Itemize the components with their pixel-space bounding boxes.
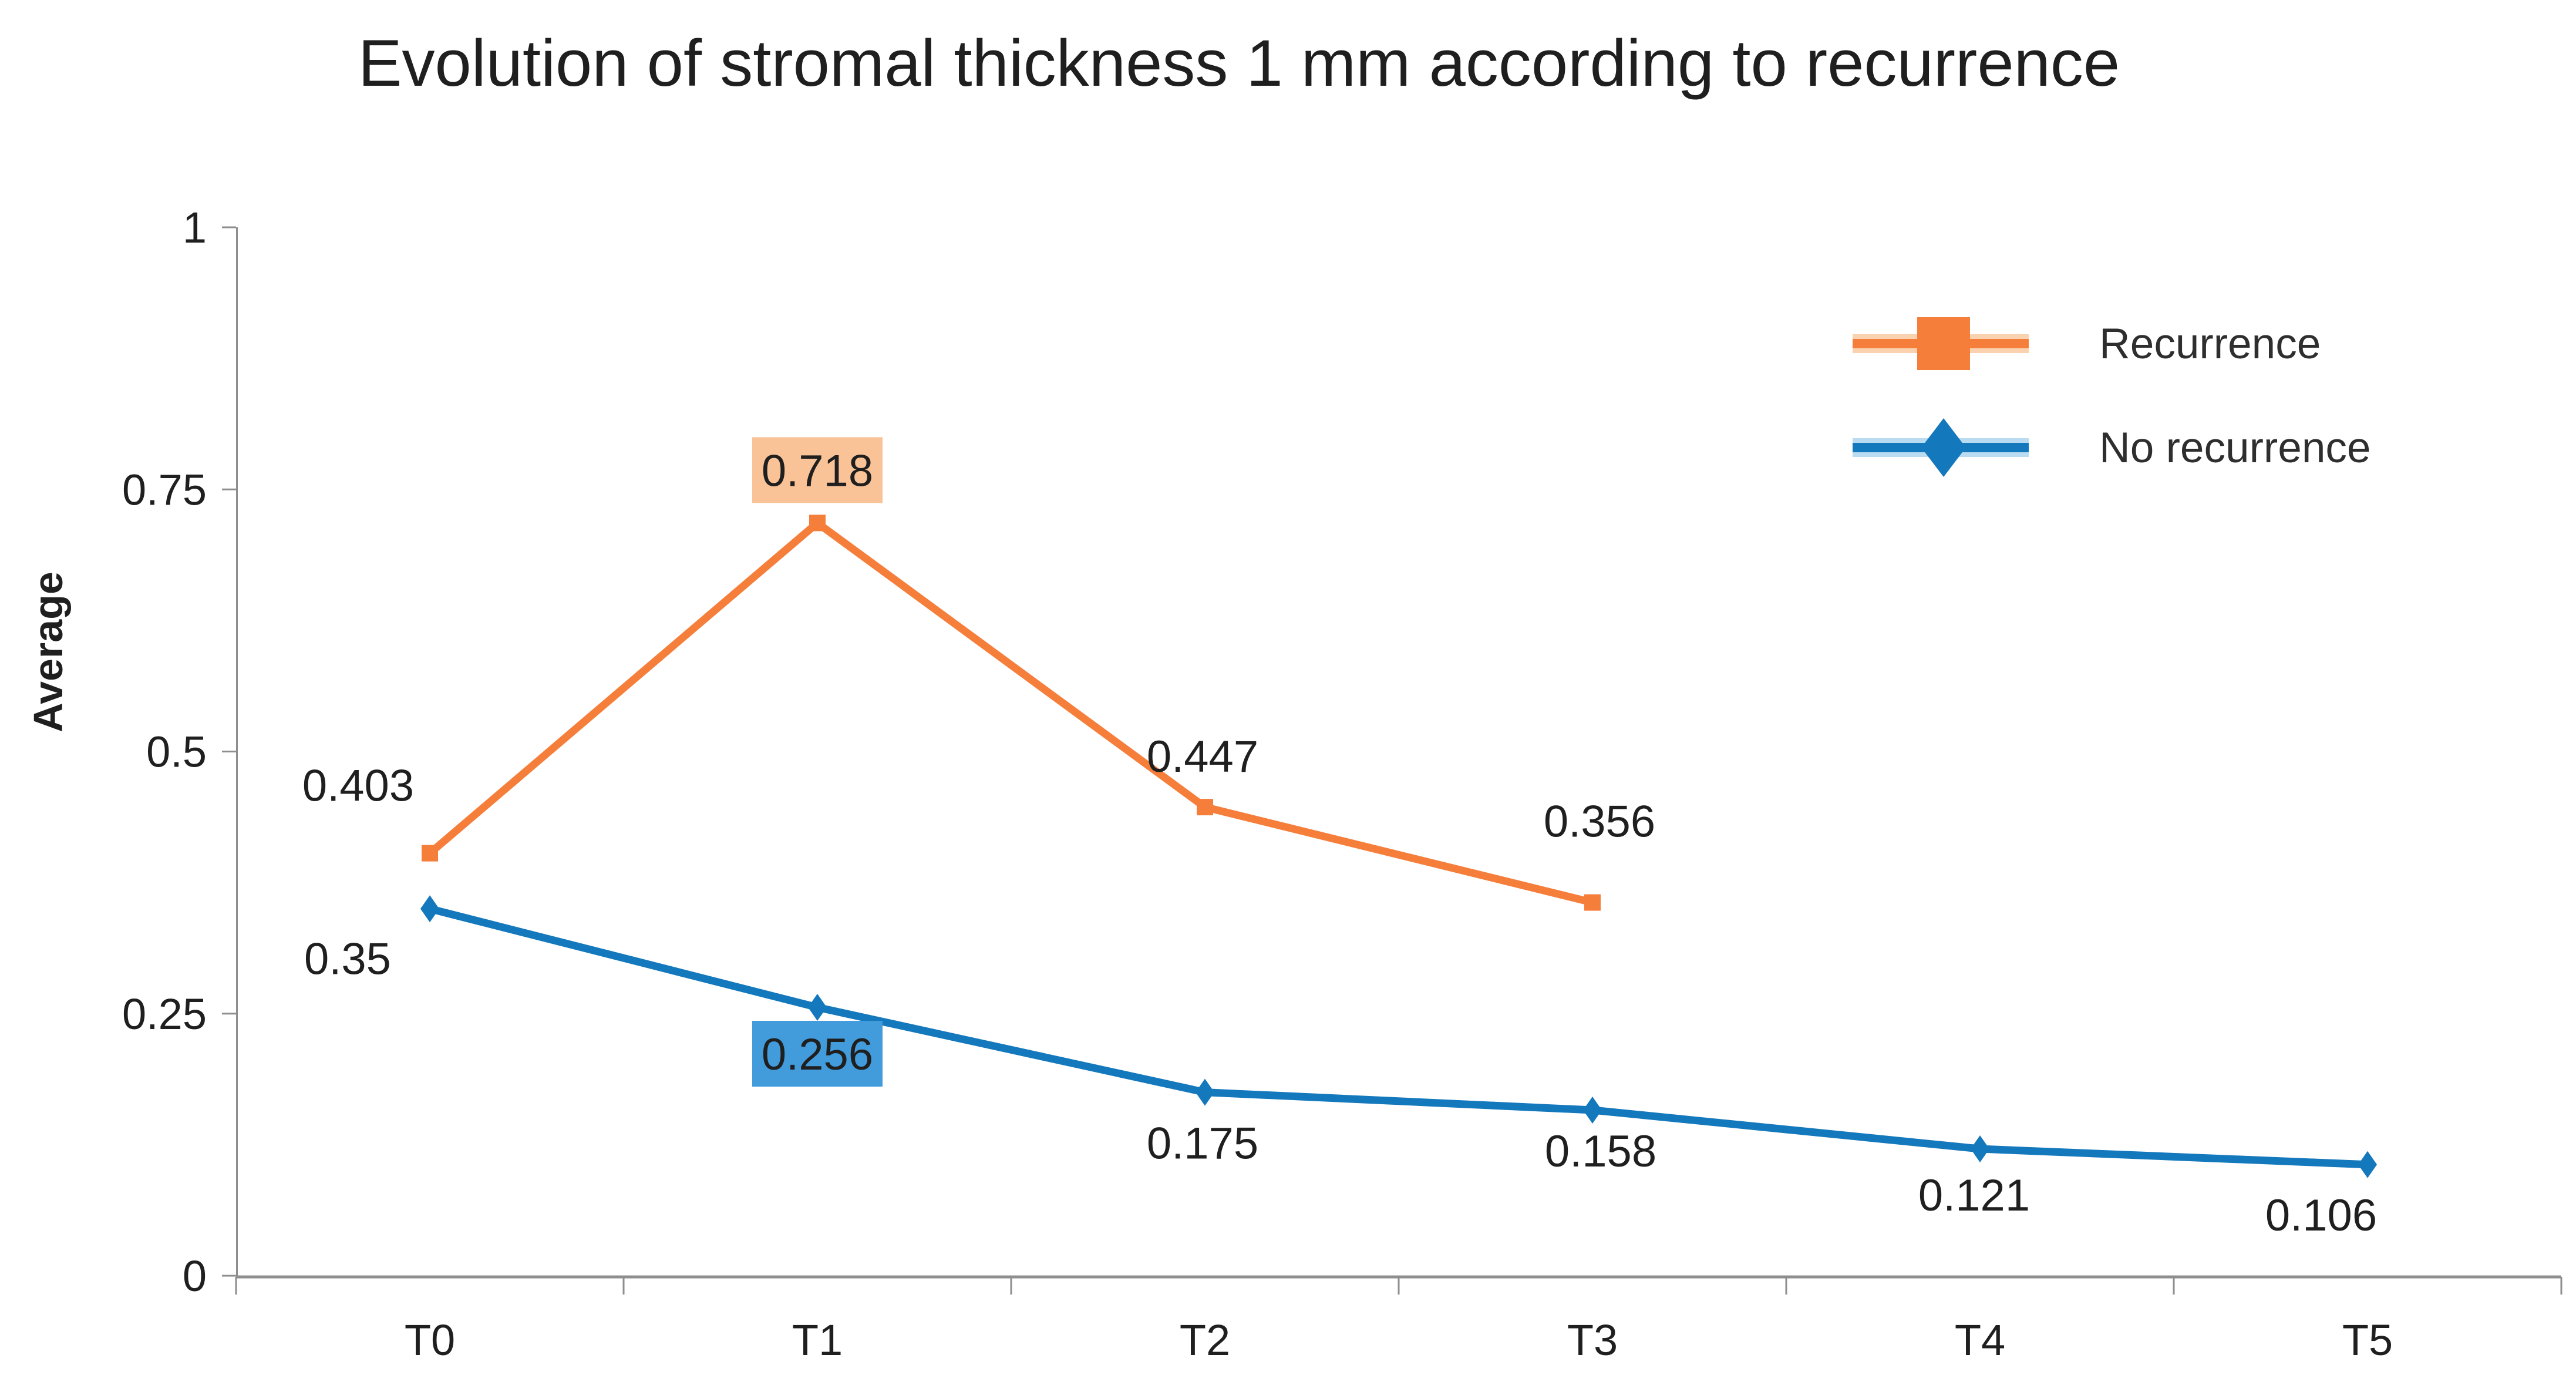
- data-label-no-recurrence-t5: 0.106: [2265, 1191, 2377, 1240]
- legend-item-no-recurrence: No recurrence: [1853, 396, 2371, 500]
- y-tick-label: 0: [183, 1252, 207, 1300]
- y-tick-label: 0.5: [146, 728, 207, 776]
- data-label-recurrence-t3: 0.356: [1544, 797, 1655, 847]
- marker-no-recurrence-t5: [2358, 1151, 2377, 1178]
- data-label-no-recurrence-t2: 0.175: [1147, 1119, 1258, 1169]
- chart-title: Evolution of stromal thickness 1 mm acco…: [358, 26, 2120, 100]
- x-tick-label-t3: T3: [1567, 1316, 1618, 1364]
- legend: Recurrence No recurrence: [1853, 292, 2371, 500]
- data-label-no-recurrence-t0: 0.35: [304, 934, 391, 984]
- legend-label-no-recurrence: No recurrence: [2099, 424, 2371, 472]
- data-label-recurrence-t1: 0.718: [762, 446, 873, 496]
- x-tick-label-t4: T4: [1955, 1316, 2005, 1364]
- legend-item-recurrence: Recurrence: [1853, 292, 2371, 396]
- x-tick-label-t2: T2: [1180, 1316, 1230, 1364]
- x-tick-label-t5: T5: [2342, 1316, 2393, 1364]
- y-tick-label: 0.75: [122, 465, 207, 514]
- data-label-no-recurrence-t1: 0.256: [762, 1030, 873, 1080]
- marker-recurrence-t1: [809, 515, 826, 532]
- marker-no-recurrence-t0: [420, 895, 439, 923]
- y-tick-label: 1: [183, 203, 207, 252]
- x-tick-label-t0: T0: [405, 1316, 455, 1364]
- y-tick-label: 0.25: [122, 990, 207, 1038]
- marker-no-recurrence-t2: [1196, 1078, 1214, 1106]
- marker-recurrence-t2: [1197, 799, 1213, 816]
- marker-no-recurrence-t3: [1583, 1096, 1602, 1124]
- data-label-no-recurrence-t4: 0.121: [1918, 1171, 2030, 1221]
- data-label-no-recurrence-t3: 0.158: [1545, 1127, 1656, 1176]
- series-line-no-recurrence: [429, 905, 2368, 1169]
- y-axis-title: Average: [25, 571, 71, 732]
- legend-label-recurrence: Recurrence: [2099, 320, 2321, 368]
- data-label-highlight-recurrence-t1: [752, 437, 883, 503]
- data-label-recurrence-t0: 0.403: [302, 761, 414, 811]
- data-label-highlight-no-recurrence-t1: [752, 1021, 883, 1087]
- marker-recurrence-t3: [1584, 894, 1601, 911]
- marker-recurrence-t0: [422, 845, 438, 862]
- series-line-recurrence: [427, 518, 1594, 906]
- marker-no-recurrence-t1: [808, 994, 827, 1021]
- marker-no-recurrence-t4: [1971, 1135, 1989, 1163]
- x-tick-label-t1: T1: [792, 1316, 843, 1364]
- recurrence-square-marker-icon: [1853, 317, 2029, 370]
- data-label-recurrence-t2: 0.447: [1147, 732, 1258, 782]
- no-recurrence-diamond-marker-icon: [1853, 418, 2029, 477]
